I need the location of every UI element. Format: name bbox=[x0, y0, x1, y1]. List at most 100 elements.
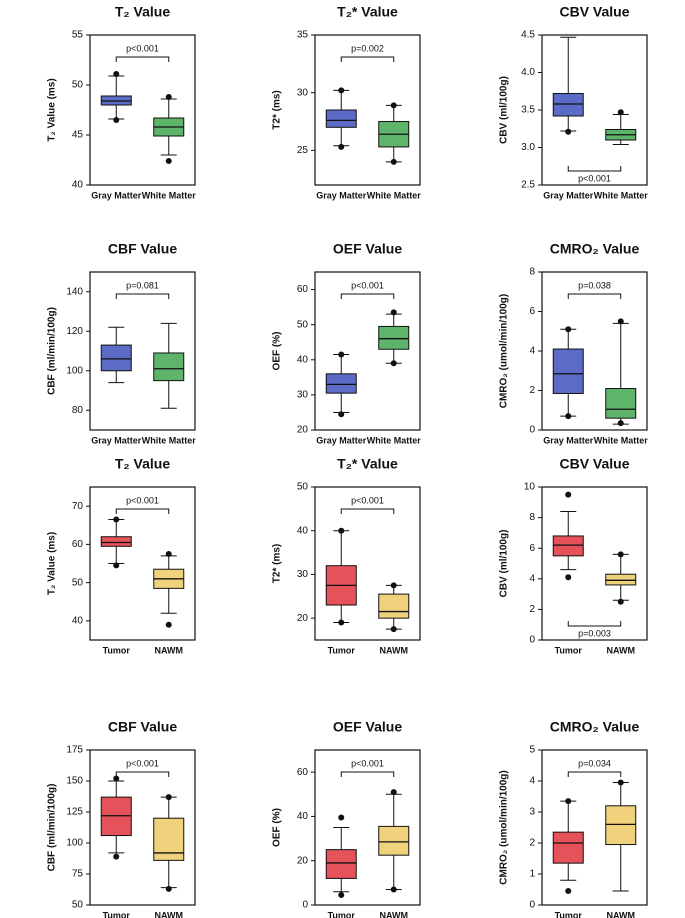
significance-bracket bbox=[567, 293, 622, 299]
y-axis-label: CBF (ml/min/100g) bbox=[47, 307, 58, 395]
y-tick-label: 100 bbox=[66, 365, 83, 376]
outlier-point bbox=[565, 128, 572, 135]
x-tick-label: Gray Matter bbox=[316, 190, 367, 200]
outlier-point bbox=[165, 94, 172, 100]
significance-bracket bbox=[567, 771, 622, 777]
y-tick-label: 6 bbox=[529, 306, 535, 317]
outlier-point bbox=[565, 413, 572, 420]
y-axis-label: CMRO₂ (umol/min/100g) bbox=[499, 294, 510, 408]
y-tick-label: 2 bbox=[529, 838, 535, 849]
y-tick-label: 50 bbox=[72, 900, 84, 911]
y-tick-label: 60 bbox=[297, 767, 309, 778]
panel: T₂ Value T₂ Value (ms) 40 50 60 70 Tumor NAWM p<… bbox=[47, 456, 196, 655]
box bbox=[325, 109, 357, 128]
x-tick-label: NAWM bbox=[607, 645, 636, 655]
y-tick-label: 75 bbox=[72, 869, 84, 880]
y-tick-label: 4.5 bbox=[521, 30, 535, 41]
panel-title: CBF Value bbox=[108, 241, 177, 257]
y-tick-label: 3.0 bbox=[521, 142, 535, 153]
outlier-point bbox=[113, 853, 120, 860]
panel-title: CBV Value bbox=[559, 456, 629, 472]
p-value: p=0.002 bbox=[351, 43, 384, 53]
y-axis-label: T2* (ms) bbox=[272, 90, 283, 129]
y-tick-label: 40 bbox=[297, 811, 309, 822]
outlier-point bbox=[165, 794, 172, 801]
p-value: p=0.034 bbox=[578, 758, 611, 768]
p-value: p<0.001 bbox=[351, 280, 384, 290]
y-tick-label: 45 bbox=[72, 130, 84, 141]
panel-title: CMRO₂ Value bbox=[550, 241, 640, 257]
outlier-point bbox=[165, 550, 172, 557]
panel-title: CBV Value bbox=[559, 4, 629, 20]
box bbox=[552, 535, 584, 557]
y-tick-label: 2 bbox=[529, 604, 535, 615]
y-tick-label: 125 bbox=[66, 807, 83, 818]
x-tick-label: NAWM bbox=[155, 910, 184, 918]
x-tick-label: Gray Matter bbox=[543, 435, 594, 445]
outlier-point bbox=[338, 814, 345, 821]
outlier-point bbox=[338, 527, 345, 534]
y-tick-label: 50 bbox=[72, 577, 84, 588]
x-tick-label: White Matter bbox=[142, 435, 196, 445]
plot-frame bbox=[314, 486, 421, 641]
p-value: p=0.081 bbox=[126, 280, 159, 290]
box bbox=[100, 536, 132, 547]
y-tick-label: 20 bbox=[297, 855, 309, 866]
y-tick-label: 8 bbox=[529, 267, 535, 278]
panel-title: T₂* Value bbox=[337, 4, 398, 20]
plot-frame bbox=[541, 486, 648, 641]
y-tick-label: 140 bbox=[66, 286, 83, 297]
outlier-point bbox=[617, 109, 624, 116]
y-tick-label: 4 bbox=[529, 346, 535, 357]
x-tick-label: NAWM bbox=[607, 910, 636, 918]
panel-title: T₂ Value bbox=[115, 4, 170, 20]
panel: T₂ Value T₂ Value (ms) 40 45 50 55 Gray Matter… bbox=[47, 4, 197, 201]
outlier-point bbox=[390, 626, 397, 633]
x-tick-label: Gray Matter bbox=[91, 190, 142, 200]
y-tick-label: 2.5 bbox=[521, 180, 535, 191]
y-tick-label: 175 bbox=[66, 745, 83, 756]
panel-title: CBF Value bbox=[108, 719, 177, 735]
outlier-point bbox=[338, 87, 345, 94]
significance-bracket bbox=[340, 771, 395, 777]
y-tick-label: 30 bbox=[297, 87, 309, 98]
significance-bracket bbox=[115, 293, 170, 299]
y-tick-label: 60 bbox=[72, 539, 84, 550]
p-value: p<0.001 bbox=[351, 495, 384, 505]
y-tick-label: 100 bbox=[66, 838, 83, 849]
y-tick-label: 40 bbox=[72, 180, 84, 191]
outlier-point bbox=[113, 562, 120, 569]
outlier-point bbox=[338, 351, 345, 358]
p-value: p<0.001 bbox=[126, 758, 159, 768]
y-axis-label: T2* (ms) bbox=[272, 544, 283, 583]
outlier-point bbox=[165, 158, 172, 164]
y-tick-label: 120 bbox=[66, 326, 83, 337]
outlier-point bbox=[165, 621, 172, 628]
significance-bracket bbox=[567, 166, 622, 172]
y-tick-label: 6 bbox=[529, 543, 535, 554]
y-tick-label: 80 bbox=[72, 405, 84, 416]
y-tick-label: 1 bbox=[529, 869, 535, 880]
plot-frame bbox=[541, 749, 648, 906]
box bbox=[552, 93, 584, 117]
plot-frame bbox=[89, 271, 196, 431]
p-value: p<0.001 bbox=[351, 758, 384, 768]
x-tick-label: Tumor bbox=[555, 910, 583, 918]
p-value: p<0.001 bbox=[126, 43, 159, 53]
outlier-point bbox=[165, 885, 172, 892]
panel-title: CMRO₂ Value bbox=[550, 719, 640, 735]
panel-title: OEF Value bbox=[333, 241, 402, 257]
outlier-point bbox=[617, 318, 624, 325]
panel: T₂* Value T2* (ms) 20 30 40 50 Tumor NAWM p<0.00… bbox=[272, 456, 421, 655]
y-axis-label: OEF (%) bbox=[272, 332, 283, 371]
x-tick-label: NAWM bbox=[380, 645, 409, 655]
outlier-point bbox=[390, 886, 397, 893]
panel-title: OEF Value bbox=[333, 719, 402, 735]
outlier-point bbox=[113, 775, 120, 782]
y-tick-label: 25 bbox=[297, 145, 309, 156]
box bbox=[605, 573, 637, 586]
y-tick-label: 0 bbox=[529, 900, 535, 911]
plot-frame bbox=[314, 749, 421, 906]
y-tick-label: 0 bbox=[302, 900, 308, 911]
